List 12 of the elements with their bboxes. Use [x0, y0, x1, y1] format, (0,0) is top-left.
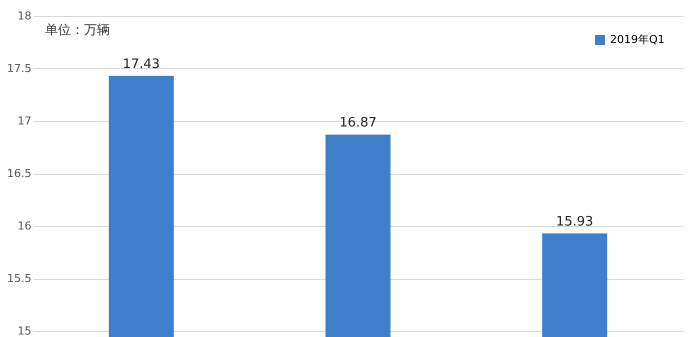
y-tick-label: 18 — [18, 10, 32, 22]
legend-label: 2019年Q1 — [610, 33, 665, 46]
data-label: 17.43 — [122, 56, 160, 72]
y-tick-label: 16.5 — [7, 167, 32, 180]
annotation: 单位：万辆 — [45, 23, 110, 38]
y-tick-label: 15 — [18, 324, 32, 337]
y-tick-label: 15.5 — [7, 272, 32, 285]
data-label: 16.87 — [339, 116, 377, 131]
y-tick-label: 17 — [18, 114, 32, 128]
data-label: 15.93 — [556, 214, 594, 230]
y-tick-label: 17.5 — [7, 62, 32, 75]
y-tick-label: 16 — [18, 220, 32, 232]
